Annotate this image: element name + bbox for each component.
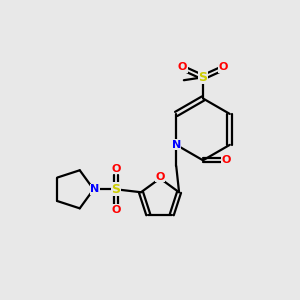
Text: O: O xyxy=(111,205,121,215)
Text: S: S xyxy=(112,183,121,196)
Text: O: O xyxy=(222,155,231,165)
Text: S: S xyxy=(199,71,208,84)
Text: N: N xyxy=(90,184,99,194)
Text: N: N xyxy=(172,140,181,150)
Text: O: O xyxy=(111,164,121,174)
Text: O: O xyxy=(155,172,165,182)
Text: O: O xyxy=(178,62,187,72)
Text: O: O xyxy=(219,62,228,72)
